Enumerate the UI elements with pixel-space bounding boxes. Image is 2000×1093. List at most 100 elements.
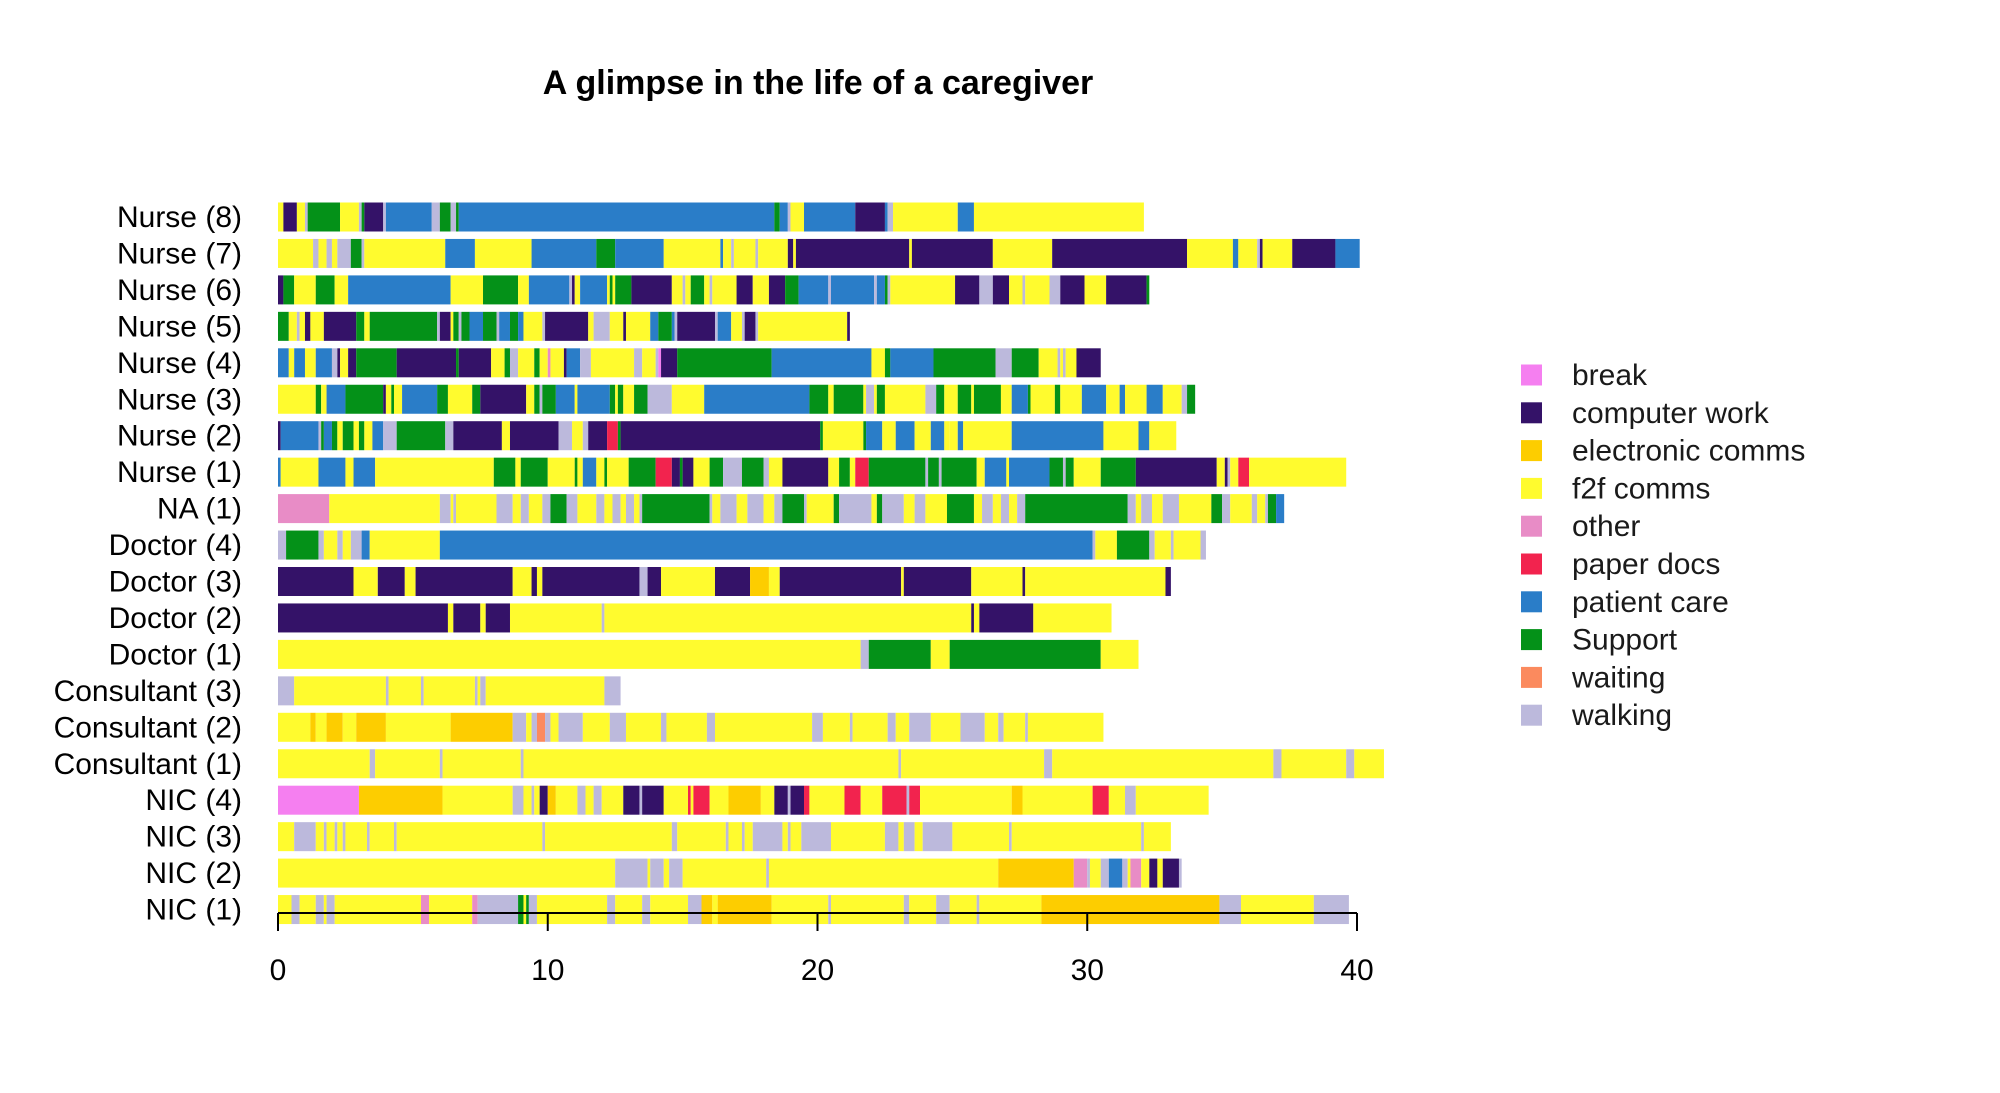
bar-segment	[642, 348, 656, 378]
bar-segment	[604, 494, 613, 524]
bar-segment	[515, 457, 521, 487]
bar-segment	[1200, 530, 1206, 560]
bar-segment	[731, 238, 734, 268]
bar-segment	[642, 785, 664, 815]
bar-segment	[758, 238, 788, 268]
bar-segment	[534, 348, 540, 378]
legend-label: break	[1572, 359, 1648, 392]
y-axis-label: Nurse (2)	[117, 420, 242, 453]
bar-segment	[860, 639, 869, 669]
bar-segment	[523, 749, 899, 779]
bar-segment	[1062, 457, 1066, 487]
bar-segment	[884, 348, 891, 378]
bar-segment	[512, 712, 527, 742]
bar-segment	[1081, 384, 1107, 414]
bar-row	[278, 530, 1206, 560]
bar-segment	[744, 822, 753, 852]
bar-segment	[793, 238, 796, 268]
bar-segment	[642, 494, 710, 524]
bar-segment	[1125, 384, 1147, 414]
bar-segment	[358, 421, 365, 451]
bar-segment	[979, 603, 1034, 633]
bar-segment	[1092, 785, 1109, 815]
bar-segment	[625, 712, 662, 742]
bar-segment	[839, 457, 850, 487]
bar-segment	[1060, 384, 1082, 414]
y-axis-label: Doctor (1)	[109, 638, 242, 671]
bar-segment	[1211, 494, 1223, 524]
bar-segment	[469, 311, 484, 341]
bar-segment	[291, 895, 300, 925]
bar-segment	[625, 311, 651, 341]
bar-segment	[531, 785, 535, 815]
bar-segment	[663, 238, 721, 268]
bar-segment	[420, 895, 430, 925]
bar-segment	[1060, 275, 1085, 305]
bar-segment	[647, 384, 672, 414]
bar-segment	[385, 384, 392, 414]
bar-segment	[620, 494, 626, 524]
bar-segment	[1060, 348, 1063, 378]
bar-segment	[456, 348, 459, 378]
bar-segment	[944, 421, 950, 451]
legend-swatch	[1521, 515, 1542, 537]
bar-segment	[1017, 494, 1026, 524]
bar-segment	[785, 275, 799, 305]
bar-segment	[326, 238, 332, 268]
bar-segment	[798, 275, 829, 305]
bar-segment	[922, 822, 953, 852]
legend-item: other	[1521, 510, 1640, 543]
bar-segment	[682, 858, 767, 888]
bar-segment	[998, 712, 1004, 742]
bar-segment	[1022, 275, 1026, 305]
bar-segment	[458, 348, 492, 378]
bar-segment	[367, 822, 370, 852]
bar-segment	[518, 275, 529, 305]
bar-segment	[523, 785, 532, 815]
x-axis: 0 10 20 30 40	[270, 912, 1374, 987]
bar-segment	[723, 238, 732, 268]
bar-segment	[1146, 275, 1150, 305]
bar-segment	[615, 275, 632, 305]
bar-segment	[340, 202, 359, 232]
bar-segment	[1141, 822, 1144, 852]
bar-segment	[1170, 530, 1174, 560]
bar-segment	[893, 202, 958, 232]
bar-segment	[787, 238, 794, 268]
bar-segment	[1262, 238, 1293, 268]
bar-segment	[1151, 494, 1163, 524]
y-axis-label: NIC (1)	[145, 894, 242, 927]
bar-segment	[679, 457, 683, 487]
bar-segment	[313, 238, 319, 268]
bar-segment	[345, 457, 354, 487]
bar-segment	[782, 494, 805, 524]
bar-segment	[315, 275, 335, 305]
bar-segment	[493, 457, 516, 487]
bar-segment	[278, 348, 289, 378]
bar-segment	[936, 384, 945, 414]
bar-segment	[706, 712, 715, 742]
y-axis-label: Nurse (5)	[117, 310, 242, 343]
bar-segment	[545, 712, 551, 742]
bar-segment	[871, 494, 877, 524]
bar-segment	[1354, 749, 1384, 779]
bar-segment	[278, 567, 354, 596]
bar-segment	[860, 785, 883, 815]
bar-segment	[415, 567, 513, 596]
legend-item: f2f comms	[1521, 472, 1710, 505]
bar-segment	[1022, 567, 1026, 596]
bar-segment	[353, 457, 376, 487]
bar-segment	[504, 348, 510, 378]
bar-segment	[650, 311, 659, 341]
bar-segment	[763, 457, 769, 487]
bar-segment	[1106, 275, 1147, 305]
bar-segment	[1146, 384, 1163, 414]
bar-segment	[957, 384, 972, 414]
y-axis-label: Nurse (6)	[117, 274, 242, 307]
bar-segment	[688, 895, 702, 925]
legend-item: paper docs	[1521, 548, 1720, 581]
bar-segment	[868, 639, 931, 669]
bar-segment	[1178, 494, 1212, 524]
bar-row	[278, 202, 1144, 232]
bar-segment	[509, 421, 559, 451]
